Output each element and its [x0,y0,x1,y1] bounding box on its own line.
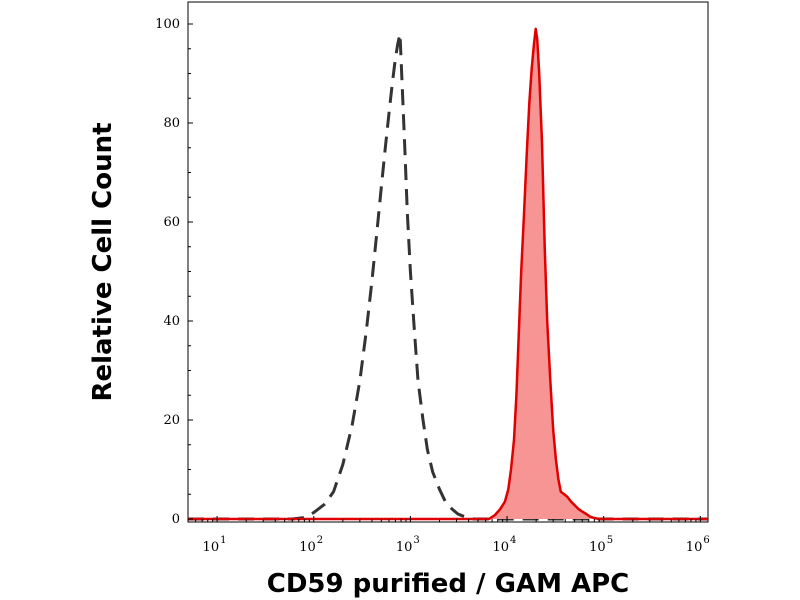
series-0-line [188,32,708,521]
x-tick-exponent: 6 [703,535,709,546]
series-layer [188,27,708,521]
series-1-line [188,27,708,521]
y-tick-label: 60 [163,215,180,230]
y-tick-label: 100 [155,17,180,32]
x-tick-label: 10 [299,540,316,555]
y-tick-label: 80 [163,116,180,131]
x-tick-exponent: 4 [510,535,516,546]
series-1-area [188,28,708,520]
x-tick-label: 10 [492,540,509,555]
y-tick-label: 0 [172,512,180,527]
x-tick-label: 10 [686,540,703,555]
x-tick-exponent: 2 [317,535,323,546]
x-tick-label: 10 [203,540,220,555]
x-tick-exponent: 5 [607,535,613,546]
x-axis-title: CD59 purified / GAM APC [267,569,630,599]
x-tick-exponent: 3 [413,535,419,546]
plot-frame [187,1,709,523]
x-tick-label: 10 [589,540,606,555]
y-tick-label: 20 [163,413,180,428]
x-tick-label: 10 [396,540,413,555]
x-tick-exponent: 1 [220,535,226,546]
y-axis: 0 20 40 60 80 100 [155,17,193,527]
y-axis-title: Relative Cell Count [88,122,118,401]
x-axis: 10 1 10 2 10 3 10 4 10 5 10 6 [187,516,710,555]
y-tick-label: 40 [163,314,180,329]
